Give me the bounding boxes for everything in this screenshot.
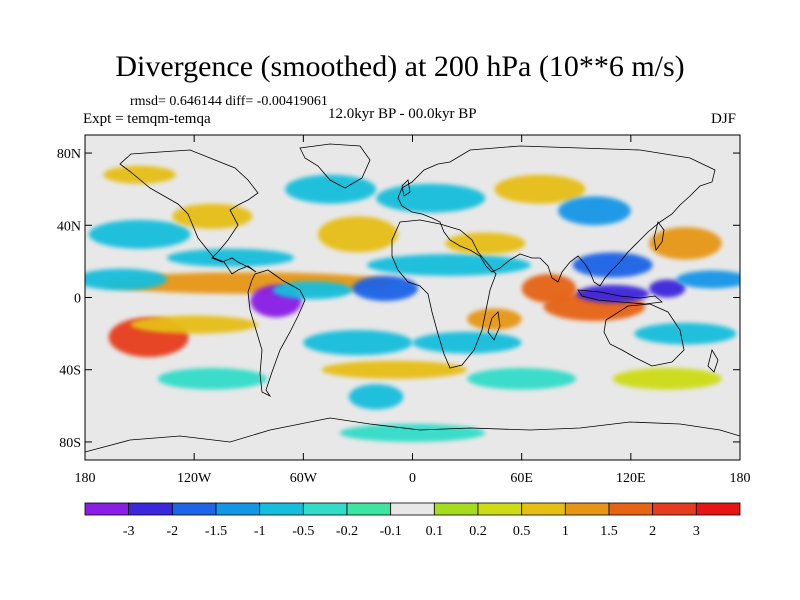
field-region-2 bbox=[272, 281, 353, 300]
coast-japan bbox=[653, 221, 665, 251]
divergence-field bbox=[85, 165, 740, 442]
field-region-33 bbox=[612, 367, 722, 390]
season-label: DJF bbox=[711, 111, 737, 127]
colorbar-box bbox=[259, 502, 304, 516]
field-region-20 bbox=[576, 284, 650, 303]
experiment-label: Expt = temqm-temqa bbox=[83, 111, 211, 127]
colorbar-label: 0.2 bbox=[469, 524, 487, 539]
colorbar-label: 1.5 bbox=[600, 524, 618, 539]
colorbar-label: -0.1 bbox=[380, 524, 402, 539]
colorbar-box bbox=[346, 502, 392, 516]
coast-new-zealand bbox=[707, 348, 719, 373]
field-region-28 bbox=[348, 384, 404, 410]
colorbar-label: 3 bbox=[693, 524, 700, 539]
field-region-29 bbox=[103, 165, 176, 184]
plot-title: Divergence (smoothed) at 200 hPa (10**6 … bbox=[115, 50, 685, 83]
field-region-17 bbox=[572, 252, 653, 278]
field-region-13 bbox=[285, 174, 377, 204]
latitude-axis: 80N 40N 0 40S 80S bbox=[57, 147, 740, 451]
field-region-16 bbox=[558, 196, 631, 226]
colorbar-box bbox=[695, 502, 741, 516]
field-region-32 bbox=[467, 367, 577, 390]
colorbar-box bbox=[171, 502, 217, 516]
colorbar: -3 -2 -1.5 -1 -0.5 -0.2 -0.1 0.1 0.2 0.5 1 1.5 2 3 bbox=[84, 502, 741, 539]
field-region-22 bbox=[649, 227, 722, 260]
colorbar-box bbox=[652, 502, 697, 516]
lon-tick-label: 0 bbox=[409, 471, 416, 486]
colorbar-label: 2 bbox=[649, 524, 656, 539]
field-region-23 bbox=[676, 270, 740, 289]
coast-greenland bbox=[299, 143, 371, 189]
longitude-axis: 180 120W 60W 0 60E 120E 180 bbox=[75, 135, 751, 486]
lat-tick-label: 0 bbox=[74, 292, 81, 307]
lat-tick-label: 80N bbox=[57, 147, 81, 162]
colorbar-box bbox=[477, 502, 523, 516]
lat-tick-label: 80S bbox=[59, 436, 81, 451]
field-region-8 bbox=[166, 248, 295, 267]
field-region-4 bbox=[130, 315, 258, 334]
colorbar-box bbox=[608, 502, 654, 516]
field-region-15 bbox=[494, 174, 586, 204]
period-label: 12.0kyr BP - 00.0kyr BP bbox=[328, 106, 477, 122]
field-region-10 bbox=[367, 254, 531, 276]
field-region-26 bbox=[412, 331, 522, 354]
coast-australia bbox=[603, 303, 685, 367]
lon-tick-label: 60W bbox=[290, 471, 318, 486]
colorbar-box bbox=[433, 502, 479, 516]
coast-indonesia bbox=[577, 289, 663, 305]
colorbar-box bbox=[390, 502, 435, 516]
lon-tick-label: 60E bbox=[510, 471, 533, 486]
field-region-34 bbox=[339, 423, 486, 442]
colorbar-label: -1.5 bbox=[205, 524, 227, 539]
coast-europe-asia bbox=[397, 145, 716, 287]
colorbar-label: 0.5 bbox=[513, 524, 531, 539]
field-region-7 bbox=[172, 203, 253, 229]
coast-north-america bbox=[119, 149, 259, 275]
colorbar-label: 1 bbox=[562, 524, 569, 539]
colorbar-box bbox=[521, 502, 566, 516]
lon-tick-label: 120W bbox=[177, 471, 212, 486]
lon-tick-label: 180 bbox=[75, 471, 96, 486]
coast-madagascar bbox=[487, 311, 501, 341]
coastlines bbox=[85, 143, 740, 453]
lat-tick-label: 40S bbox=[59, 364, 81, 379]
colorbar-box bbox=[302, 502, 348, 516]
field-region-14 bbox=[376, 183, 486, 213]
colorbar-label: -0.2 bbox=[336, 524, 358, 539]
coast-south-america bbox=[247, 269, 306, 398]
colorbar-box bbox=[215, 502, 261, 516]
field-region-27 bbox=[303, 330, 413, 356]
field-region-31 bbox=[321, 360, 468, 379]
colorbar-box bbox=[564, 502, 610, 516]
field-region-11 bbox=[445, 232, 526, 255]
field-region-12 bbox=[317, 216, 398, 253]
field-region-25 bbox=[467, 308, 522, 330]
field-region-24 bbox=[634, 322, 737, 345]
field-region-6 bbox=[88, 219, 191, 249]
colorbar-label: 0.1 bbox=[426, 524, 444, 539]
lon-tick-label: 120E bbox=[616, 471, 646, 486]
field-region-21 bbox=[649, 279, 686, 298]
coast-antarctica bbox=[85, 417, 740, 453]
colorbar-label: -2 bbox=[166, 524, 178, 539]
map-panel: 80N 40N 0 40S 80S 180 120W 60W 0 60E 120E 180 bbox=[57, 134, 751, 486]
lat-tick-label: 40N bbox=[57, 219, 81, 234]
colorbar-box bbox=[84, 502, 130, 516]
coast-africa bbox=[391, 219, 497, 369]
field-region-5 bbox=[85, 268, 167, 291]
colorbar-label: -3 bbox=[123, 524, 135, 539]
lon-tick-label: 180 bbox=[730, 471, 751, 486]
coast-uk bbox=[401, 179, 411, 197]
colorbar-box bbox=[128, 502, 173, 516]
field-region-30 bbox=[157, 367, 267, 390]
rmsd-diff-stats: rmsd= 0.646144 diff= -0.00419061 bbox=[130, 94, 328, 109]
field-region-9 bbox=[352, 275, 418, 302]
colorbar-label: -0.5 bbox=[292, 524, 314, 539]
colorbar-label: -1 bbox=[254, 524, 266, 539]
